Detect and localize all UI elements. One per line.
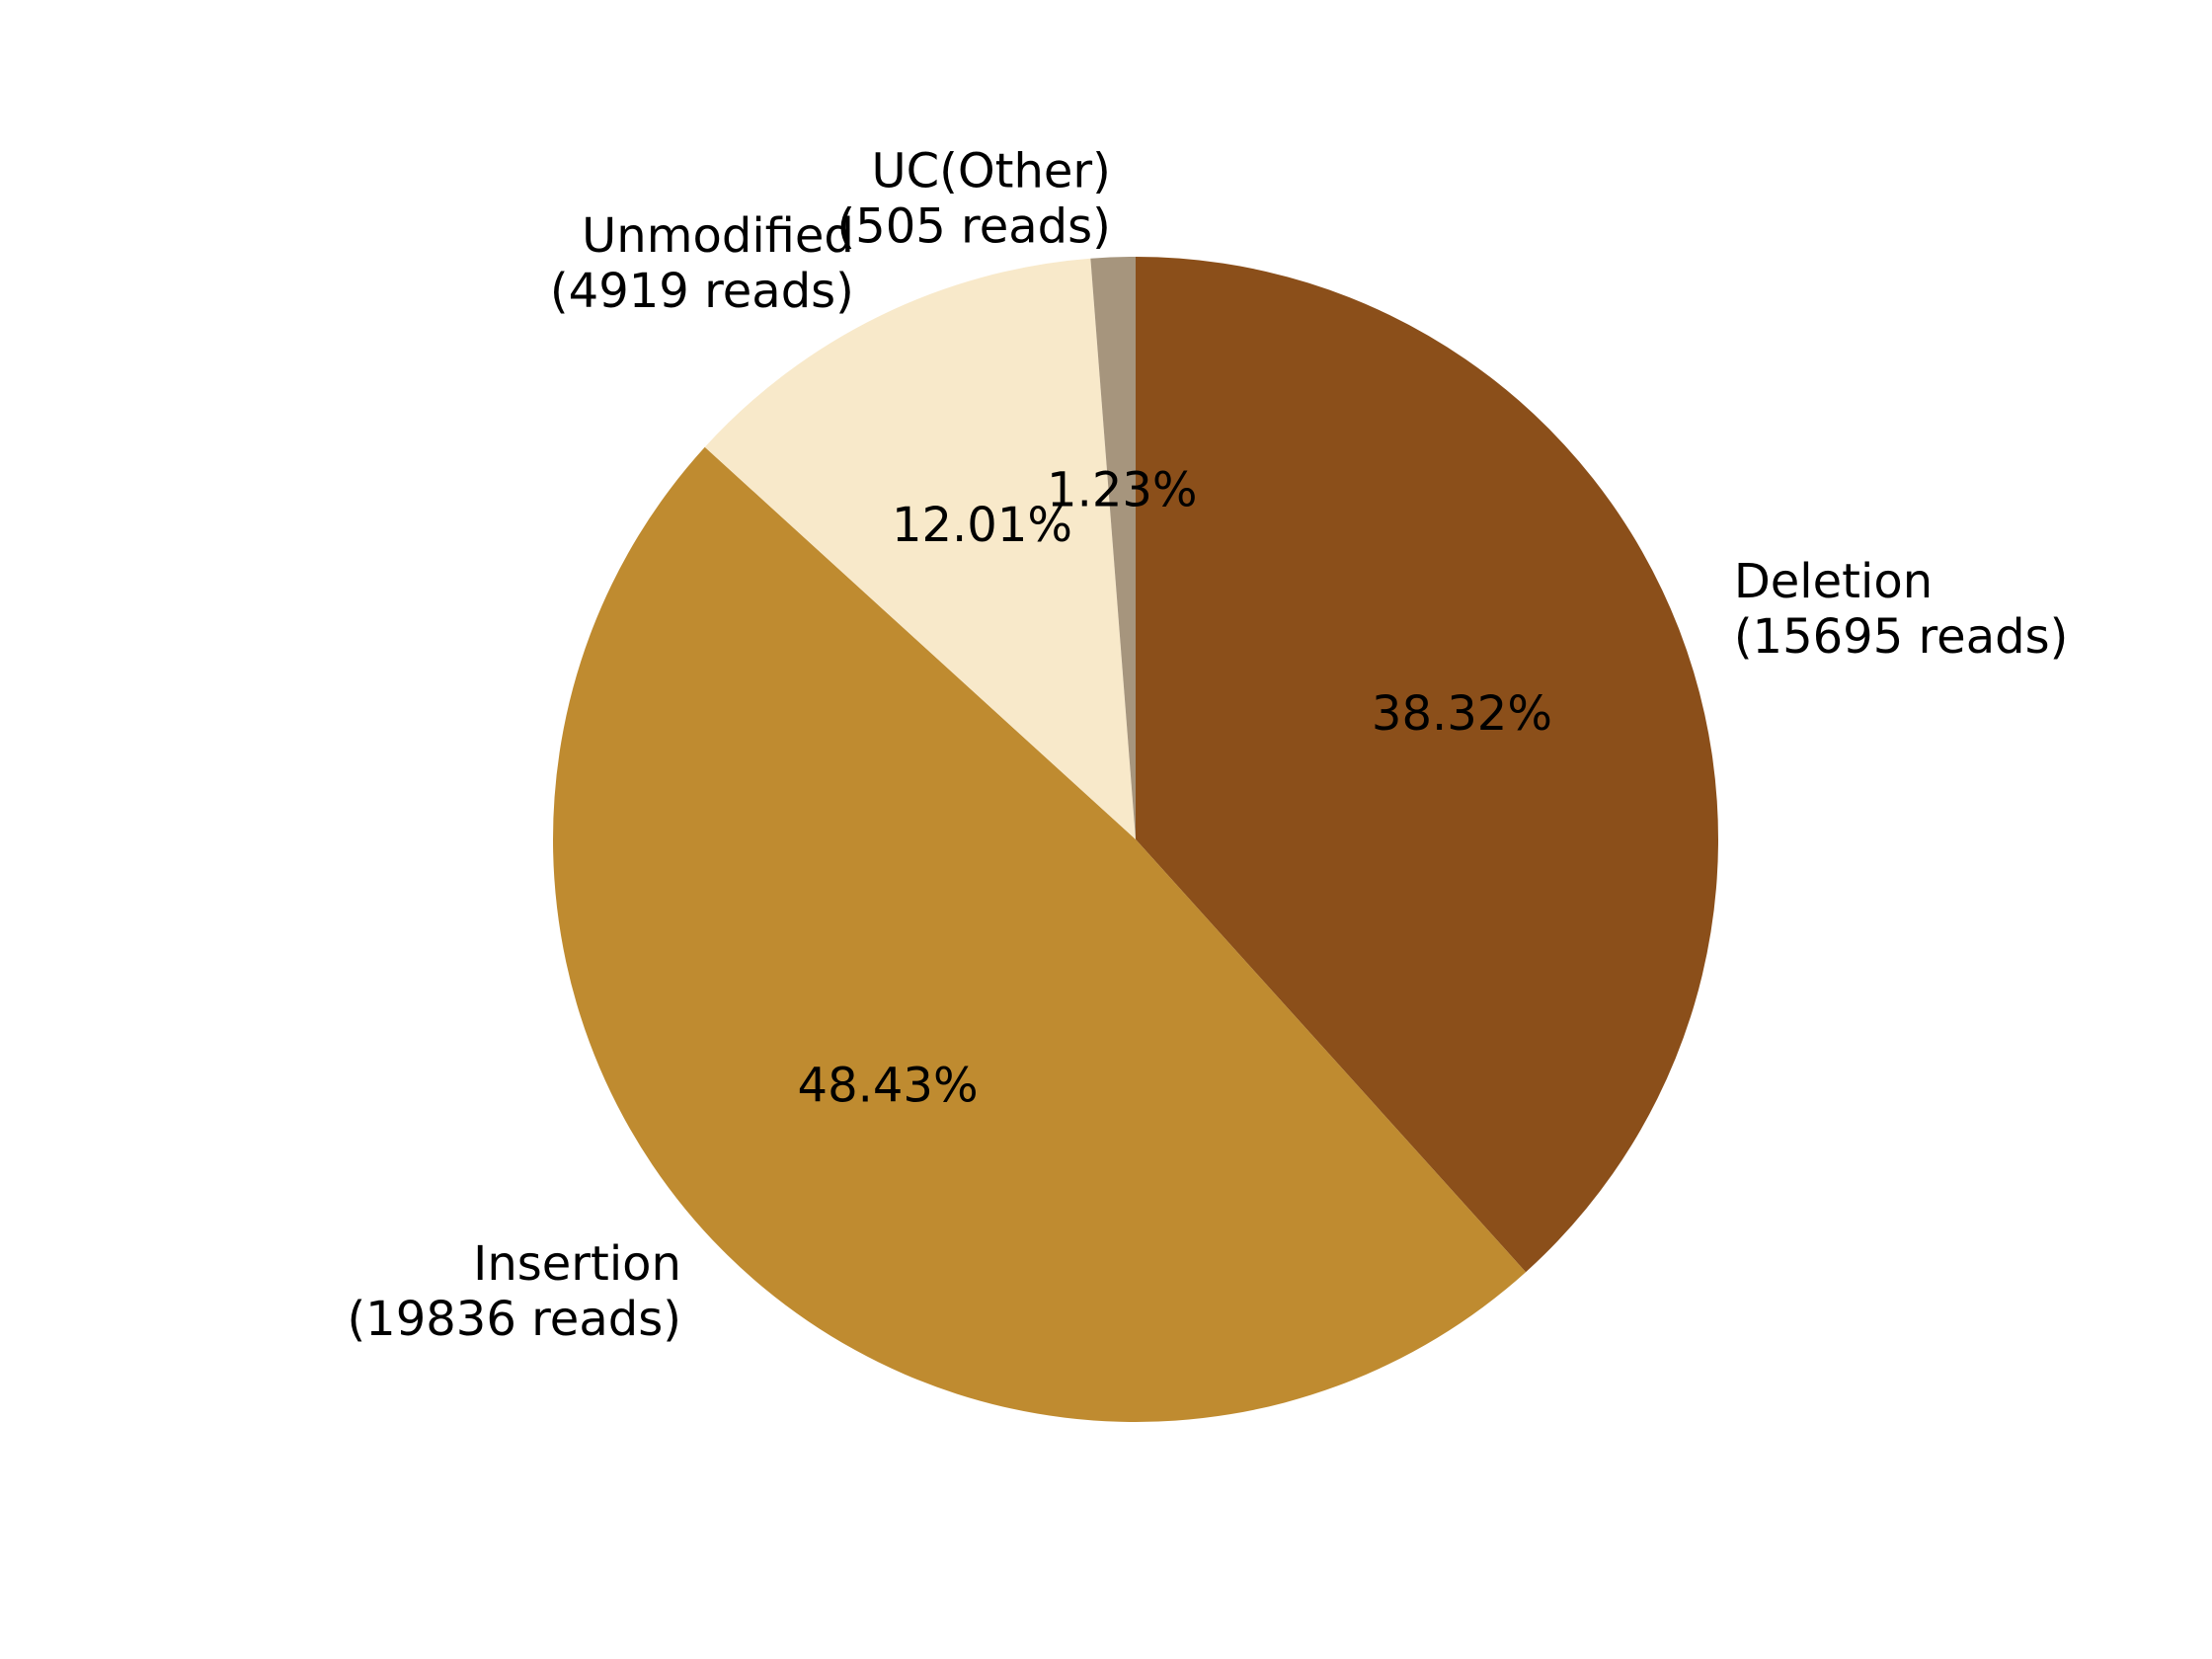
slice-label-unmodified: Unmodified (4919 reads) <box>550 208 854 319</box>
slice-reads: (4919 reads) <box>550 264 854 319</box>
slice-name: Deletion <box>1734 554 1933 609</box>
slice-reads: (19836 reads) <box>347 1292 681 1347</box>
slice-name: Insertion <box>473 1236 681 1292</box>
pie-slices <box>553 257 1718 1422</box>
slice-name: UC(Other) <box>871 143 1110 198</box>
pie-labels: 38.32% Deletion (15695 reads) 48.43% Inserti… <box>347 143 2068 1346</box>
slice-reads: (505 reads) <box>836 198 1110 254</box>
percent-label-unmodified: 12.01% <box>892 498 1072 553</box>
pie-slice-unmodified <box>704 258 1136 839</box>
pie-slice-deletion <box>1136 257 1718 1273</box>
slice-name: Unmodified <box>582 208 854 264</box>
pie-slice-uc-other <box>1090 257 1136 839</box>
percent-label-uc-other: 1.23% <box>1047 462 1197 517</box>
percent-label-insertion: 48.43% <box>798 1059 979 1114</box>
slice-label-deletion: Deletion (15695 reads) <box>1734 554 2069 665</box>
slice-reads: (15695 reads) <box>1734 609 2069 665</box>
percent-label-deletion: 38.32% <box>1372 686 1552 742</box>
pie-slice-insertion <box>553 446 1527 1422</box>
slice-label-insertion: Insertion (19836 reads) <box>347 1236 681 1347</box>
slice-label-uc-other: UC(Other) (505 reads) <box>836 143 1110 254</box>
